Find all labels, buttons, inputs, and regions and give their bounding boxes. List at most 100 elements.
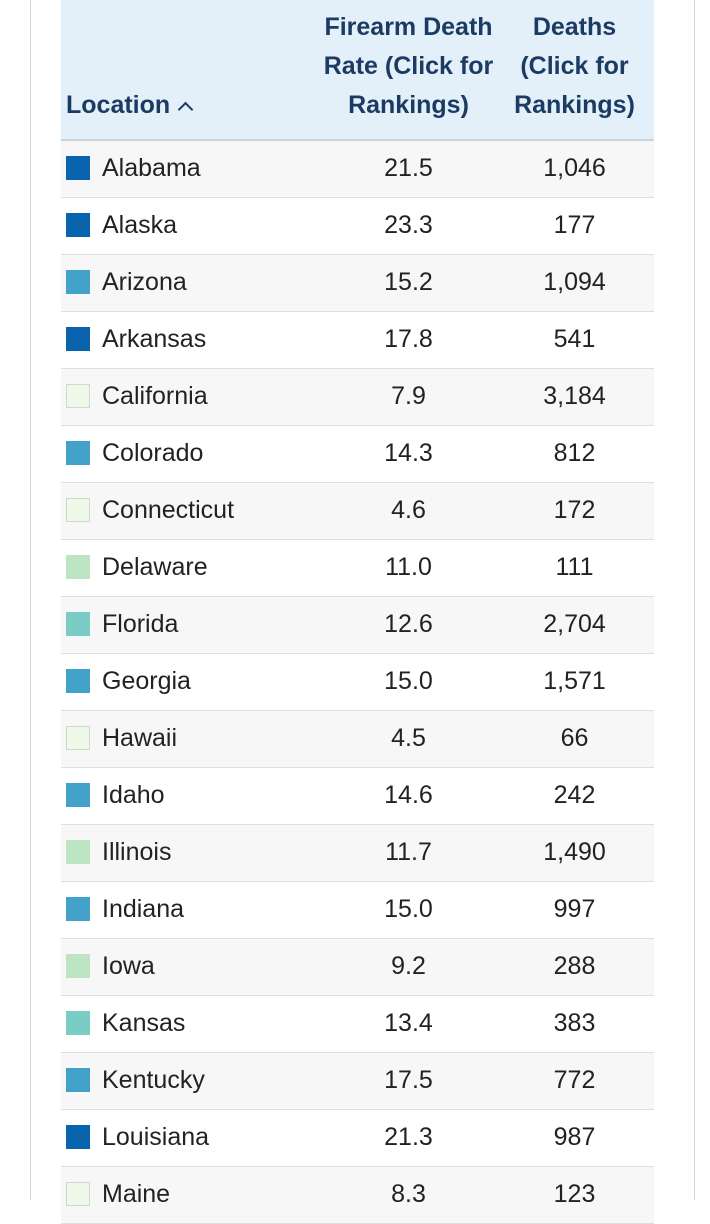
- table-row: Idaho 14.6 242: [61, 767, 654, 825]
- deaths-cell: 66: [495, 710, 654, 768]
- deaths-header-line-1: Deaths: [532, 13, 617, 41]
- location-name: Kansas: [102, 1009, 186, 1037]
- table-header: Location Firearm Death Rate (Click for Ran…: [61, 0, 654, 141]
- table-row: Kentucky 17.5 772: [61, 1052, 654, 1110]
- location-name: Alabama: [102, 154, 201, 183]
- table-row: Illinois 11.7 1,490: [61, 824, 654, 882]
- rate-cell: 21.5: [322, 140, 495, 198]
- legend-swatch: [66, 384, 90, 408]
- rate-cell: 23.3: [322, 197, 495, 255]
- deaths-cell: 1,571: [495, 653, 654, 711]
- location-header-label: Location: [66, 91, 171, 119]
- location-cell: Idaho: [61, 767, 322, 825]
- table-row: Georgia 15.0 1,571: [61, 653, 654, 711]
- rate-cell: 12.6: [322, 596, 495, 654]
- rate-cell: 15.0: [322, 881, 495, 939]
- table-row: Indiana 15.0 997: [61, 881, 654, 939]
- deaths-cell: 242: [495, 767, 654, 825]
- legend-swatch: [66, 327, 90, 351]
- deaths-cell: 772: [495, 1052, 654, 1110]
- legend-swatch: [66, 1125, 90, 1149]
- location-name: Maine: [102, 1180, 171, 1208]
- location-cell: California: [61, 368, 322, 426]
- legend-swatch: [66, 498, 90, 522]
- location-cell: Kentucky: [61, 1052, 322, 1110]
- table-body: Alabama 21.5 1,046 Alaska 23.3 177 Arizona 15.2…: [61, 140, 654, 1224]
- rate-cell: 13.4: [322, 995, 495, 1053]
- legend-swatch: [66, 726, 90, 750]
- location-cell: Iowa: [61, 938, 322, 996]
- rate-cell: 17.5: [322, 1052, 495, 1110]
- location-column-header[interactable]: Location: [61, 0, 322, 141]
- location-cell: Indiana: [61, 881, 322, 939]
- deaths-cell: 987: [495, 1109, 654, 1167]
- chevron-up-icon: [177, 101, 194, 118]
- location-name: Kentucky: [102, 1066, 205, 1094]
- table-row: Alabama 21.5 1,046: [61, 140, 654, 198]
- table-row: California 7.9 3,184: [61, 368, 654, 426]
- deaths-cell: 288: [495, 938, 654, 996]
- table-row: Arkansas 17.8 541: [61, 311, 654, 369]
- rate-cell: 4.6: [322, 482, 495, 540]
- location-name: Iowa: [102, 952, 155, 980]
- rate-cell: 17.8: [322, 311, 495, 369]
- location-cell: Alaska: [61, 197, 322, 255]
- legend-swatch: [66, 270, 90, 294]
- location-cell: Hawaii: [61, 710, 322, 768]
- location-cell: Arizona: [61, 254, 322, 312]
- rate-cell: 15.2: [322, 254, 495, 312]
- firearm-deaths-table-container: Location Firearm Death Rate (Click for Ran…: [61, 0, 654, 1224]
- legend-swatch: [66, 555, 90, 579]
- table-row: Louisiana 21.3 987: [61, 1109, 654, 1167]
- location-name: Georgia: [102, 667, 191, 695]
- deaths-cell: 1,490: [495, 824, 654, 882]
- deaths-cell: 812: [495, 425, 654, 483]
- header-row: Location Firearm Death Rate (Click for Ran…: [61, 0, 654, 141]
- deaths-cell: 123: [495, 1166, 654, 1224]
- location-cell: Louisiana: [61, 1109, 322, 1167]
- deaths-header-line-3: Rankings): [514, 91, 635, 119]
- table-row: Iowa 9.2 288: [61, 938, 654, 996]
- location-cell: Connecticut: [61, 482, 322, 540]
- legend-swatch: [66, 954, 90, 978]
- deaths-cell: 3,184: [495, 368, 654, 426]
- rate-cell: 14.6: [322, 767, 495, 825]
- deaths-cell: 172: [495, 482, 654, 540]
- table-row: Arizona 15.2 1,094: [61, 254, 654, 312]
- rate-cell: 8.3: [322, 1166, 495, 1224]
- location-name: Alaska: [102, 211, 178, 239]
- location-cell: Maine: [61, 1166, 322, 1224]
- rate-cell: 15.0: [322, 653, 495, 711]
- table-row: Alaska 23.3 177: [61, 197, 654, 255]
- location-cell: Delaware: [61, 539, 322, 597]
- legend-swatch: [66, 441, 90, 465]
- location-name: Arizona: [102, 268, 187, 296]
- table-row: Florida 12.6 2,704: [61, 596, 654, 654]
- rate-cell: 4.5: [322, 710, 495, 768]
- rate-header-line-1: Firearm Death: [324, 13, 493, 41]
- location-cell: Illinois: [61, 824, 322, 882]
- legend-swatch: [66, 840, 90, 864]
- location-cell: Kansas: [61, 995, 322, 1053]
- rate-cell: 9.2: [322, 938, 495, 996]
- table-row: Colorado 14.3 812: [61, 425, 654, 483]
- location-name: Delaware: [102, 553, 208, 581]
- rate-cell: 14.3: [322, 425, 495, 483]
- table-row: Connecticut 4.6 172: [61, 482, 654, 540]
- rate-column-header[interactable]: Firearm Death Rate (Click for Rankings): [322, 0, 495, 141]
- deaths-cell: 383: [495, 995, 654, 1053]
- legend-swatch: [66, 1182, 90, 1206]
- deaths-cell: 1,046: [495, 140, 654, 198]
- rate-cell: 11.0: [322, 539, 495, 597]
- deaths-column-header[interactable]: Deaths (Click for Rankings): [495, 0, 654, 141]
- deaths-cell: 111: [495, 539, 654, 597]
- legend-swatch: [66, 897, 90, 921]
- rate-cell: 11.7: [322, 824, 495, 882]
- deaths-cell: 2,704: [495, 596, 654, 654]
- location-name: Arkansas: [102, 325, 207, 353]
- location-name: Florida: [102, 610, 179, 638]
- legend-swatch: [66, 213, 90, 237]
- location-name: Louisiana: [102, 1123, 210, 1151]
- location-name: Idaho: [102, 781, 165, 809]
- deaths-cell: 541: [495, 311, 654, 369]
